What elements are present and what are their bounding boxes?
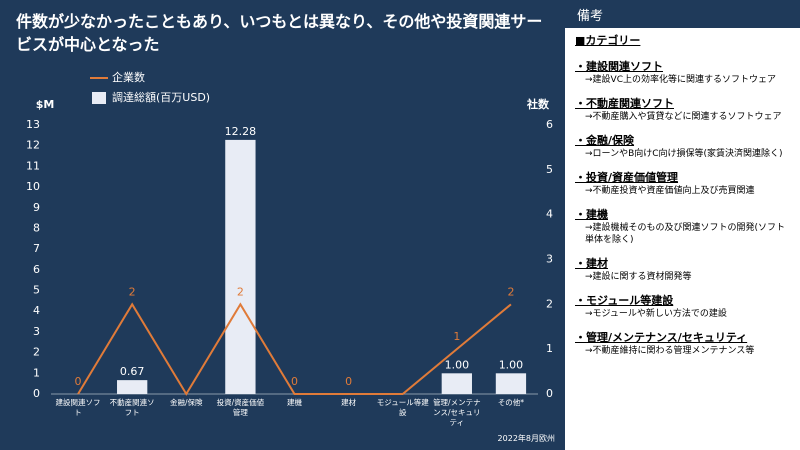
x-tick-label: 不動産関連ソフト [109, 398, 155, 417]
line-value-label: 0 [291, 375, 298, 388]
line [77, 302, 512, 396]
y-tick-label: 1 [33, 366, 40, 379]
legend-label: 調達総額(百万USD) [112, 90, 210, 104]
x-tick-label: その他* [497, 398, 525, 407]
category-desc: →建設VC上の効率化等に関連するソフトウェア [585, 75, 776, 85]
y-tick-label: 11 [26, 159, 40, 172]
x-tick-label: 建機 [287, 398, 302, 407]
legend-label: 企業数 [112, 70, 145, 84]
category-desc: →不動産維持に関わる管理メンテナンス等 [585, 346, 755, 356]
y-tick-label: 4 [33, 304, 40, 317]
y-tick-label: 13 [26, 118, 40, 131]
y-tick-label: 3 [33, 325, 40, 338]
side-panel: 備考 ■カテゴリー ・建設関連ソフト →建設VC上の効率化等に関連するソフトウェア… [565, 0, 800, 450]
category-label: ・管理/メンテナンス/セキュリティ [575, 331, 748, 344]
bar-value-label: 1.00 [445, 358, 470, 371]
category-desc: →モジュールや新しい方法での建設 [585, 309, 727, 319]
side-heading: ■カテゴリー [575, 34, 641, 47]
category-desc: →不動産購入や賃貸などに関連するソフトウェア [585, 112, 782, 122]
category-desc: →建設に関する資材開発等 [585, 272, 692, 282]
y-tick-label: 7 [33, 242, 40, 255]
y-tick-label: 6 [33, 263, 40, 276]
category-desc: →ローンやB向けC向け損保等(家賃決済関連除く) [585, 149, 783, 159]
note: 2022年8月欧州 [497, 434, 555, 443]
category-label: ・建材 [575, 257, 608, 270]
y2-tick-label: 3 [546, 253, 553, 266]
y-tick-label: 0 [33, 387, 40, 400]
line-value-label: 2 [129, 285, 136, 298]
x-tick-label: 建設関連ソフト [55, 398, 101, 417]
category-label: ・投資/資産価値管理 [575, 171, 679, 184]
side-title: 備考 [565, 0, 800, 28]
bar-value-label: 12.28 [225, 125, 257, 138]
y2-tick-label: 4 [546, 208, 553, 221]
title: 件数が少なかったこともあり、いつもとは異なり、その他や投資関連サービスが中心とな… [16, 12, 543, 54]
x-tick-label: 金融/保険 [170, 398, 203, 407]
line-value-label: 0 [345, 375, 352, 388]
y-tick-label: 10 [26, 180, 40, 193]
chart-panel: 件数が少なかったこともあり、いつもとは異なり、その他や投資関連サービスが中心とな… [0, 0, 565, 450]
category-label: ・モジュール等建設 [575, 294, 674, 307]
line-value-label: 2 [507, 285, 514, 298]
category-label: ・金融/保険 [575, 134, 635, 147]
bar-value-label: 0.67 [120, 365, 145, 378]
category-label: ・建設関連ソフト [575, 60, 663, 73]
chart: $M 社数0123456789101112130123456調達総額(百万USD)… [26, 70, 553, 400]
y2-tick-label: 1 [546, 342, 553, 355]
category-desc: →建設機械そのもの及び関連ソフトの開発(ソフト単体を除く) [585, 223, 786, 245]
y2-tick-label: 6 [546, 118, 553, 131]
bar [117, 380, 148, 394]
legend-swatch [92, 92, 106, 104]
y2-tick-label: 5 [546, 163, 553, 176]
y-tick-label: 8 [33, 221, 40, 234]
line-value-label: 2 [237, 285, 244, 298]
y-axis-label: $M [36, 98, 55, 111]
bar [225, 139, 256, 394]
category-label: ・建機 [575, 208, 608, 221]
category-label: ・不動産関連ソフト [575, 97, 674, 110]
side-body: ■カテゴリー ・建設関連ソフト →建設VC上の効率化等に関連するソフトウェア・不動… [565, 28, 800, 357]
category-desc: →不動産投資や資産価値向上及び売買関連 [585, 186, 755, 196]
y-tick-label: 2 [33, 346, 40, 359]
x-tick-label: 建材 [341, 398, 357, 407]
y-tick-label: 5 [33, 284, 40, 297]
y2-tick-label: 0 [546, 387, 553, 400]
y2-tick-label: 2 [546, 297, 553, 310]
x-tick-label: 管理/メンテナンス/セキュリティ [433, 398, 481, 427]
bar [441, 373, 472, 394]
y2-axis-label: 社数 [526, 97, 550, 111]
x-tick-label: 投資/資産価値管理 [216, 398, 265, 417]
line-value-label: 0 [75, 375, 82, 388]
x-tick-label: モジュール等建設 [376, 398, 429, 417]
y-tick-label: 12 [26, 139, 40, 152]
y-tick-label: 9 [33, 201, 40, 214]
bar [495, 373, 527, 394]
bar-value-label: 1.00 [499, 358, 524, 371]
line-value-label: 1 [453, 330, 460, 343]
